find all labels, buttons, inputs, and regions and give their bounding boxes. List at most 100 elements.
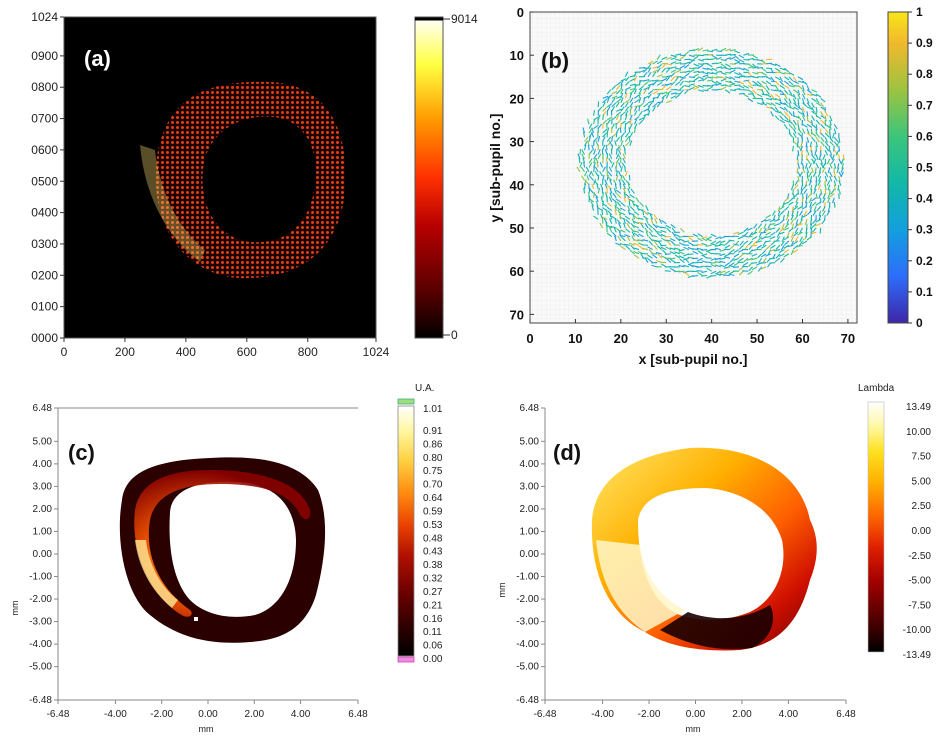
panel-b-vector (738, 80, 745, 85)
panel-b-vector (628, 127, 631, 134)
panel-b-vector (779, 119, 786, 124)
panel-b-vector (815, 132, 820, 138)
panel-b-vector (842, 154, 845, 161)
panel-b-vector (752, 84, 759, 86)
panel-b-vector (714, 247, 721, 251)
panel-b-vector (693, 86, 699, 91)
panel-d-y-tick-label: -4.00 (516, 639, 539, 650)
panel-b-vector (833, 201, 836, 208)
panel-c-colorbar-tick-label: 0.00 (423, 654, 443, 665)
panel-b-vector (818, 193, 822, 199)
panel-b-vector (761, 67, 767, 72)
panel-b-vector (812, 210, 817, 216)
panel-c-colorbar-bottom-handle[interactable] (397, 656, 415, 663)
panel-b-vector (613, 226, 617, 233)
panel-b-vector (654, 218, 658, 224)
panel-d-y-tick-label: -5.00 (516, 662, 539, 673)
panel-b-vector (693, 63, 700, 67)
panel-b-vector (693, 47, 700, 52)
panel-d-x-tick-label: -2.00 (638, 709, 661, 720)
panel-b-vector (701, 249, 708, 251)
panel-b-vector (820, 136, 825, 143)
panel-b-vector (774, 223, 780, 227)
panel-b-vector (624, 148, 626, 155)
panel-b-vector (692, 265, 699, 268)
panel-b-vector (818, 210, 822, 217)
panel-b-vector (790, 214, 794, 221)
panel-b-vector (615, 119, 621, 125)
panel-b-vector (748, 266, 753, 272)
panel-b-vector (796, 223, 803, 227)
panel-b-vector (635, 197, 640, 203)
panel-d-y-tick-label: 2.00 (520, 504, 540, 515)
panel-b-colorbar-tick-label: 1 (916, 5, 923, 19)
panel-b-vector (827, 167, 831, 174)
panel-b-vector (638, 85, 644, 91)
panel-b-vector (710, 257, 717, 261)
panel-c-colorbar-tick-label: 0.64 (423, 493, 443, 504)
panel-b-vector (655, 252, 662, 255)
panel-b-vector (624, 76, 630, 82)
panel-b-vector (775, 102, 781, 106)
panel-b-vector (725, 48, 732, 52)
panel-b-vector (757, 67, 764, 69)
panel-a-x-tick-label: 200 (115, 345, 135, 359)
panel-b-vector (620, 78, 627, 82)
panel-b-vector (627, 205, 631, 211)
panel-b-vector (790, 219, 794, 225)
panel-b-vector (624, 166, 626, 172)
panel-b-vector (765, 93, 772, 98)
panel-d-y-tick-label: -2.00 (516, 594, 539, 605)
panel-b-vector (625, 245, 631, 250)
panel-b-vector (624, 101, 629, 108)
panel-c-colorbar-tick-label: 0.38 (423, 560, 443, 571)
panel-b-vector (611, 135, 613, 142)
panel-b-vector (616, 201, 622, 207)
panel-b-vector (775, 253, 781, 259)
panel-b-vector (629, 140, 633, 147)
panel-b-vector (833, 136, 839, 142)
panel-b-vector (607, 210, 613, 216)
panel-c-y-ticks: 6.48 5.00 4.00 3.00 2.00 1.00 0.00 -1.00 -2.00 -3… (29, 403, 58, 706)
panel-b-vector (761, 59, 766, 65)
panel-b-vector (606, 224, 613, 229)
panel-b-vector (629, 101, 634, 108)
panel-b-vector (780, 244, 785, 251)
panel-b-vector (770, 89, 777, 92)
panel-b-vector (679, 76, 686, 79)
panel-b-vector (697, 71, 704, 74)
panel-b-vector (802, 102, 808, 107)
panel-b-vector (623, 222, 626, 229)
panel-b-vector (791, 210, 794, 217)
panel-b-vector (753, 223, 758, 229)
panel-b-vector (724, 253, 731, 257)
panel-c-y-tick-label: -3.00 (29, 617, 52, 628)
panel-b-vector (633, 203, 640, 207)
panel-c-colorbar-top-handle[interactable] (397, 398, 415, 405)
panel-b-vector (609, 140, 613, 147)
panel-b-vector (774, 93, 781, 98)
panel-b-vector (774, 115, 780, 121)
panel-b-vector (801, 214, 808, 219)
panel-c-x-tick-label: 4.00 (291, 709, 311, 720)
panel-b-vector (774, 76, 781, 81)
panel-b-vector (783, 98, 788, 104)
panel-b-vector (806, 123, 813, 128)
panel-b-vector (779, 249, 785, 253)
panel-b-vector (796, 244, 803, 248)
panel-b-vector (707, 53, 714, 56)
panel-b-vector (822, 154, 826, 160)
panel-b-vector (688, 49, 695, 52)
panel-b-vector (669, 257, 676, 260)
panel-b-vector (688, 59, 694, 65)
panel-b-vector (652, 106, 656, 112)
panel-b-vector (622, 175, 626, 181)
panel-b-vector (729, 56, 736, 61)
panel-b-vector (581, 153, 585, 160)
panel-b-vector (821, 210, 826, 216)
panel-b-vector (824, 189, 827, 195)
panel-b-vector (665, 86, 672, 91)
panel-b-vector (647, 60, 654, 65)
panel-b-vector (815, 141, 818, 148)
panel-b-vector (615, 198, 622, 203)
